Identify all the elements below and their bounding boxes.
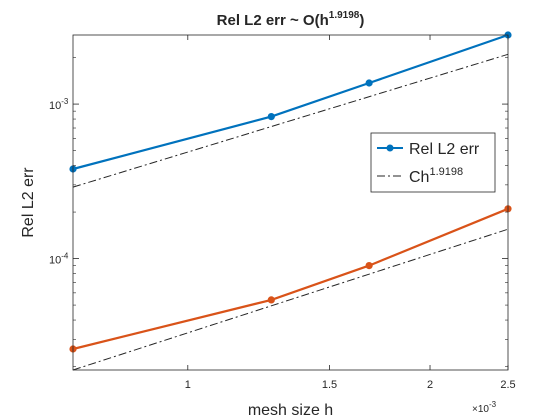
y-tick-label: 10-3: [49, 97, 69, 112]
tick-layer: 1 1.5 2 2.5 10-4 10-3: [49, 35, 516, 391]
x-axis-multiplier-base: ×10: [472, 404, 489, 415]
series-1-line: [72, 53, 509, 188]
axes-box: [72, 34, 509, 371]
legend-label-rel-l2-err: Rel L2 err: [409, 141, 480, 158]
legend-label-ch-base: Ch: [409, 169, 429, 186]
series-2-line: [72, 207, 509, 351]
x-axis-multiplier-exponent: -3: [489, 400, 497, 409]
legend-marker-rel-l2-err: [386, 144, 394, 152]
series-0-point: [267, 113, 275, 121]
x-tick-label: 1: [185, 379, 191, 391]
series-0-line: [72, 33, 509, 171]
x-tick-label: 2.5: [500, 379, 515, 391]
plot-layer: [69, 31, 512, 371]
chart-title-exponent: 1.9198: [329, 10, 360, 21]
chart-title-close: ): [359, 12, 364, 29]
legend-label-ch-exponent: 1.9198: [429, 166, 463, 178]
chart-title: Rel L2 err ~ O(h1.9198): [217, 10, 365, 29]
series-3-line: [72, 228, 509, 371]
y-axis-label: Rel L2 err: [20, 167, 37, 238]
legend-label-ch: Ch1.9198: [409, 166, 463, 186]
x-tick-label: 2: [427, 379, 433, 391]
x-tick-label: 1.5: [322, 379, 337, 391]
x-axis-label: mesh size h: [248, 402, 333, 419]
y-tick-label: 10-4: [49, 252, 69, 267]
chart-title-base: Rel L2 err ~ O(h: [217, 12, 329, 29]
series-0-point: [365, 79, 373, 87]
series-2-point: [267, 296, 275, 304]
legend: Rel L2 err Ch1.9198: [370, 132, 496, 193]
legend-box: [370, 132, 496, 193]
series-2-point: [365, 262, 373, 270]
x-axis-multiplier: ×10-3: [472, 400, 497, 415]
